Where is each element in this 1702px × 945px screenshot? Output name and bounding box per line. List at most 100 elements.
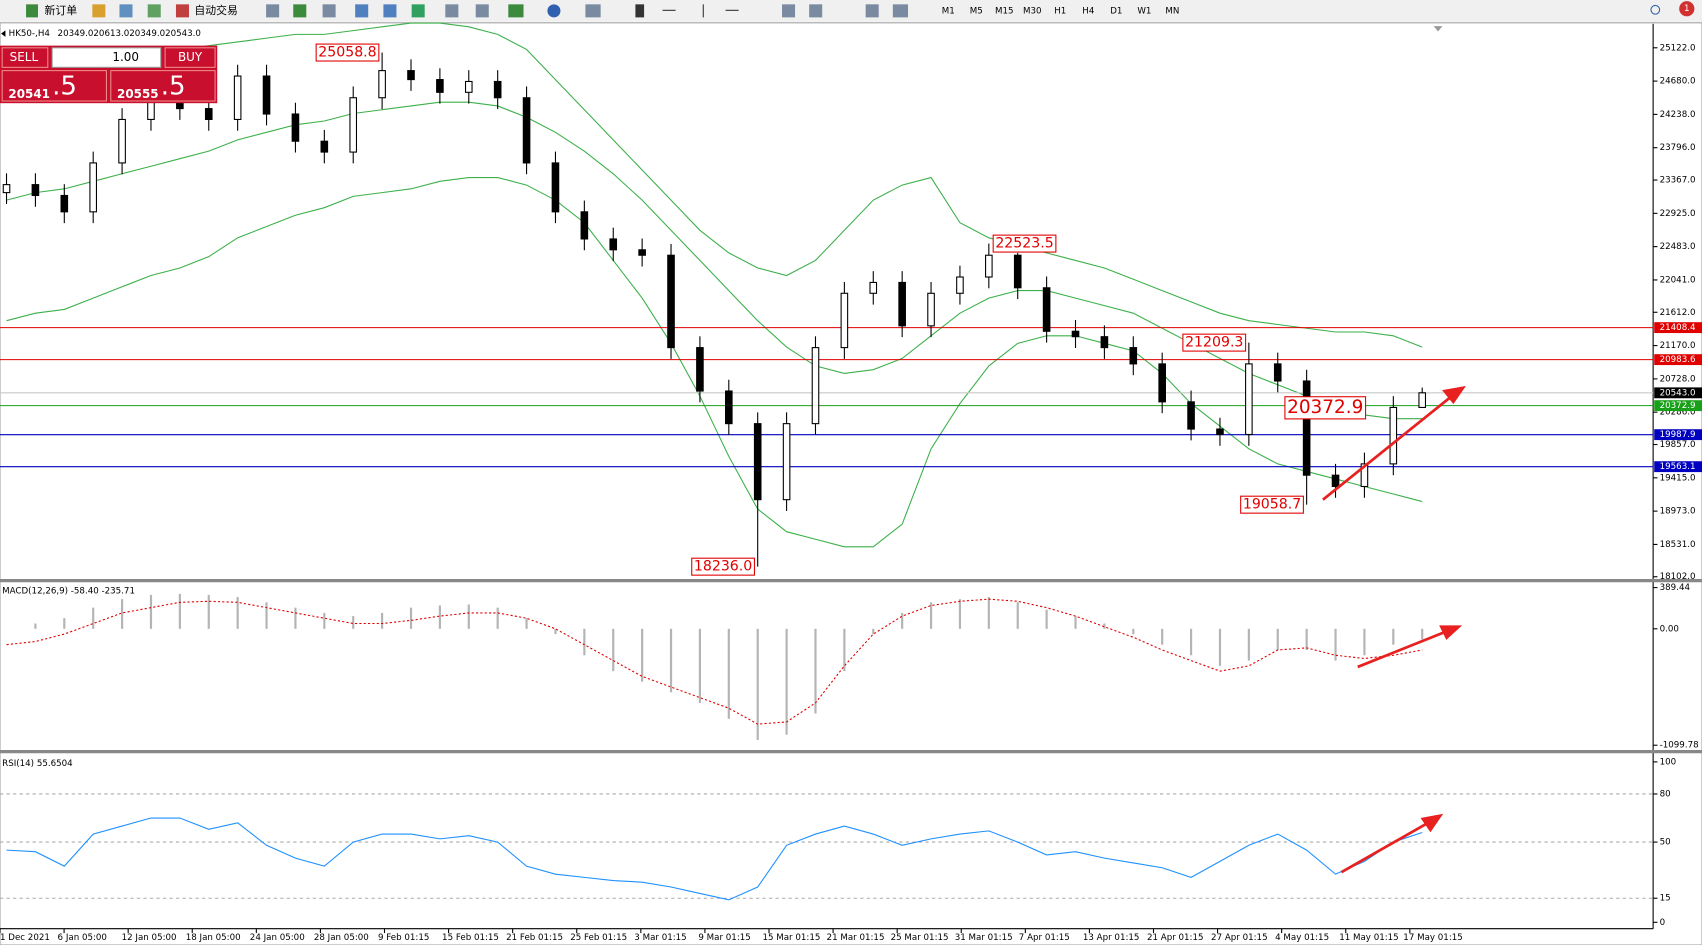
vline-tool[interactable]	[702, 4, 704, 18]
candle-body	[522, 97, 531, 164]
timeframe[interactable]: MN	[1165, 6, 1179, 16]
new-order-icon[interactable]	[26, 4, 39, 18]
macd-bar	[381, 612, 384, 629]
y-tick-label: 18102.0	[1660, 572, 1696, 582]
toolbar-button[interactable]	[508, 4, 524, 18]
timeframe[interactable]: M5	[970, 6, 983, 16]
toolbar	[0, 0, 1702, 22]
toolbar-button[interactable]	[119, 4, 133, 18]
toolbar-button[interactable]	[585, 4, 601, 18]
macd-bar	[1074, 616, 1077, 629]
time-label: 31 Mar 01:15	[955, 933, 1013, 943]
toolbar-button[interactable]	[445, 4, 459, 18]
candle-body	[696, 347, 704, 392]
macd-bar	[1334, 628, 1337, 661]
macd-bar	[843, 628, 846, 672]
y-tick-label: 24238.0	[1660, 110, 1696, 120]
candle-body	[349, 97, 358, 153]
toolbar-button[interactable]	[293, 4, 307, 18]
header-price: 20349.0	[129, 29, 165, 39]
timeframe[interactable]: D1	[1110, 6, 1122, 16]
time-label: 21 Feb 01:15	[506, 933, 563, 943]
macd-bar	[756, 628, 759, 740]
ask-box[interactable]	[110, 70, 216, 102]
toolbar-button[interactable]	[475, 4, 489, 18]
timeframe[interactable]: M30	[1023, 6, 1042, 16]
time-label: 4 May 01:15	[1275, 933, 1329, 943]
price-tag-label: 20372.9	[1660, 401, 1696, 411]
crosshair-tool[interactable]	[662, 9, 676, 11]
rsi-pane: 100 80 50 15 0 RSI(14) 55.6504	[0, 757, 1676, 928]
candle-body	[378, 70, 386, 99]
new-order[interactable]: 新订单	[45, 3, 78, 17]
toolbar-button[interactable]	[547, 4, 561, 18]
y-tick-label: 22925.0	[1660, 209, 1696, 219]
candle-body	[291, 113, 300, 142]
y-tick-label: 50	[1660, 838, 1671, 848]
bid-tail: .5	[52, 71, 77, 101]
annotation-box	[992, 234, 1057, 253]
volume-input[interactable]	[51, 47, 162, 68]
price-tag	[1654, 354, 1702, 366]
auto-trading-icon[interactable]	[175, 4, 189, 18]
hline-tool[interactable]	[725, 9, 739, 11]
toolbar-button[interactable]	[92, 4, 106, 18]
time-label: 21 Apr 01:15	[1147, 933, 1204, 943]
price-annotation: 18236.0	[694, 559, 752, 575]
macd-bar	[698, 628, 702, 703]
notification-badge[interactable]	[1679, 1, 1695, 17]
timeframe[interactable]: H4	[1082, 6, 1095, 16]
zoom-out[interactable]	[383, 4, 397, 18]
y-tick-label: 19857.0	[1660, 440, 1696, 450]
sell-button[interactable]	[1, 47, 49, 68]
price-tag-label: 19563.1	[1660, 462, 1696, 472]
volume[interactable]: 1.00	[112, 50, 139, 64]
timeframe[interactable]: M1	[942, 6, 955, 16]
trade-panel: SELL 1.00 BUY 20541 .5 20555 .5	[0, 45, 218, 104]
toolbar-button[interactable]	[782, 4, 796, 18]
candle-body	[811, 347, 820, 425]
macd-bar	[1247, 628, 1250, 661]
toolbar-button[interactable]	[892, 4, 909, 18]
zoom-in[interactable]	[355, 4, 369, 18]
price-tag-label: 20983.6	[1660, 355, 1696, 365]
main-pane: 25122.0 24680.0 24238.0 23796.0 23367.0 22925…	[0, 22, 1702, 582]
macd-bar	[1218, 628, 1222, 666]
buy-button[interactable]	[164, 47, 216, 68]
toolbar-button[interactable]	[322, 4, 336, 18]
toolbar-button[interactable]	[809, 4, 823, 18]
macd-bar	[178, 593, 181, 629]
timeframe[interactable]: M15	[995, 6, 1014, 16]
timeframe[interactable]: W1	[1137, 6, 1151, 16]
candle-body	[985, 254, 993, 278]
macd-bar	[63, 618, 66, 629]
price-tag	[1654, 400, 1702, 412]
y-tick-label: 18973.0	[1660, 507, 1696, 517]
candle-body	[840, 292, 849, 349]
candle-body	[753, 423, 762, 501]
ask-price: 20555	[117, 87, 159, 101]
auto-trading[interactable]: 自动交易	[194, 3, 237, 17]
toolbar-button[interactable]	[147, 4, 161, 18]
toolbar-button[interactable]	[865, 4, 879, 18]
candle-body	[1245, 363, 1253, 436]
bid-box[interactable]	[1, 70, 107, 102]
arrow	[1340, 822, 1428, 874]
toolbar-button[interactable]	[411, 4, 425, 18]
toolbar-icons	[26, 1, 1695, 18]
buy-label[interactable]: BUY	[178, 50, 203, 64]
candle-body	[580, 211, 589, 240]
macd-bar	[1016, 602, 1019, 629]
y-tick-label: 21612.0	[1660, 308, 1696, 318]
sell-label[interactable]: SELL	[10, 50, 39, 64]
timeframe[interactable]: H1	[1054, 6, 1066, 16]
candle-body	[464, 80, 473, 93]
candle-body	[898, 281, 906, 327]
macd-bar	[612, 628, 615, 672]
cursor-tool[interactable]	[635, 4, 645, 18]
search[interactable]	[1650, 4, 1661, 15]
toolbar-button[interactable]	[266, 4, 280, 18]
candle-body	[956, 276, 964, 294]
macd-bar	[1305, 628, 1308, 650]
candle-body	[869, 281, 878, 294]
